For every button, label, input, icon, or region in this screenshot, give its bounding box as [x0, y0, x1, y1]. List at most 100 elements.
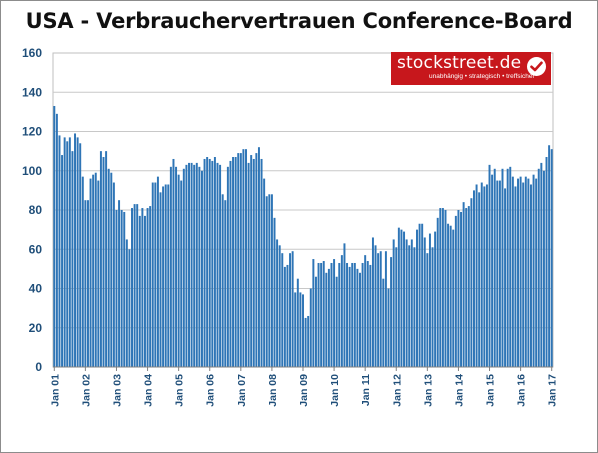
- bar: [545, 157, 548, 367]
- bar: [382, 278, 385, 367]
- bar: [333, 259, 336, 367]
- x-tick-label: Jan 12: [391, 374, 403, 407]
- checkmark-icon: [527, 57, 546, 76]
- bar: [99, 151, 102, 368]
- bar: [317, 262, 320, 367]
- bar: [278, 245, 281, 367]
- bar: [61, 155, 64, 367]
- y-axis: 0 20 40 60 80 100 120 140 160: [22, 46, 42, 374]
- bar: [281, 253, 284, 367]
- bar: [81, 176, 84, 367]
- bar: [102, 157, 105, 367]
- bar: [416, 229, 418, 368]
- bar: [496, 180, 499, 367]
- bar: [265, 196, 268, 367]
- bar: [276, 239, 279, 367]
- bar: [504, 188, 507, 367]
- bar: [105, 151, 108, 368]
- bar: [107, 168, 110, 367]
- bar: [177, 174, 180, 367]
- bar: [473, 190, 475, 368]
- bar: [89, 178, 92, 367]
- bar: [491, 174, 494, 367]
- bar: [338, 262, 341, 367]
- bar: [120, 210, 123, 367]
- bar: [511, 176, 514, 367]
- bar: [304, 317, 307, 367]
- bar: [226, 166, 229, 367]
- bar: [434, 231, 437, 367]
- bar: [467, 206, 470, 367]
- bar: [537, 168, 540, 367]
- bar: [76, 137, 79, 367]
- x-tick-label: Jan 04: [143, 374, 155, 407]
- bar: [247, 162, 250, 367]
- bar: [200, 170, 203, 367]
- x-tick-label: Jan 07: [236, 374, 248, 407]
- y-tick-label: 160: [22, 46, 42, 60]
- bar: [268, 194, 271, 367]
- bar: [94, 172, 97, 367]
- bar: [397, 227, 400, 367]
- bar: [110, 172, 113, 367]
- bar: [299, 292, 302, 367]
- bar: [524, 176, 527, 367]
- bar: [97, 180, 100, 367]
- bar: [273, 217, 276, 367]
- bar: [330, 262, 333, 367]
- bar: [190, 162, 193, 367]
- bar: [449, 225, 452, 367]
- bar: [325, 272, 328, 367]
- bar: [405, 239, 408, 367]
- bar: [436, 217, 439, 367]
- bar: [423, 237, 426, 367]
- bar: [480, 182, 483, 367]
- x-axis: Jan 01 Jan 02 Jan 03 Jan 04 Jan 05 Jan 06 Jan …: [49, 367, 559, 407]
- bar: [286, 264, 289, 367]
- x-tick-label: Jan 15: [485, 374, 497, 407]
- bar: [314, 276, 317, 367]
- bar: [335, 276, 338, 367]
- bar: [71, 151, 74, 368]
- bar: [208, 158, 211, 367]
- bar: [371, 237, 374, 367]
- bar: [454, 215, 457, 367]
- bar: [400, 229, 403, 368]
- bar: [188, 162, 190, 367]
- x-tick-label: Jan 14: [453, 374, 465, 407]
- bar: [426, 253, 429, 367]
- bar: [485, 184, 488, 367]
- bar: [92, 174, 95, 367]
- bar: [169, 166, 172, 367]
- y-tick-label: 100: [22, 164, 42, 178]
- bar: [361, 262, 364, 367]
- x-tick-label: Jan 06: [205, 374, 217, 407]
- bar: [460, 211, 463, 367]
- bar: [53, 105, 56, 368]
- bar: [374, 245, 377, 367]
- bar: [483, 186, 486, 367]
- bar: [182, 168, 185, 367]
- x-tick-label: Jan 10: [329, 374, 341, 407]
- bar: [462, 202, 465, 367]
- bar: [185, 164, 188, 367]
- bar: [79, 143, 82, 367]
- bar: [550, 149, 553, 367]
- bar: [509, 166, 512, 367]
- bar: [242, 149, 245, 367]
- bar: [340, 255, 343, 367]
- bar: [245, 149, 247, 367]
- bar: [221, 194, 224, 367]
- bar: [296, 278, 299, 367]
- y-tick-label: 80: [29, 203, 43, 217]
- bar: [348, 266, 351, 367]
- bar: [522, 182, 525, 367]
- bar: [180, 180, 183, 367]
- bar: [369, 264, 372, 367]
- y-tick-label: 120: [22, 125, 42, 139]
- bar: [219, 164, 222, 367]
- bar: [206, 157, 209, 367]
- x-tick-label: Jan 08: [267, 374, 279, 407]
- bar: [408, 245, 411, 367]
